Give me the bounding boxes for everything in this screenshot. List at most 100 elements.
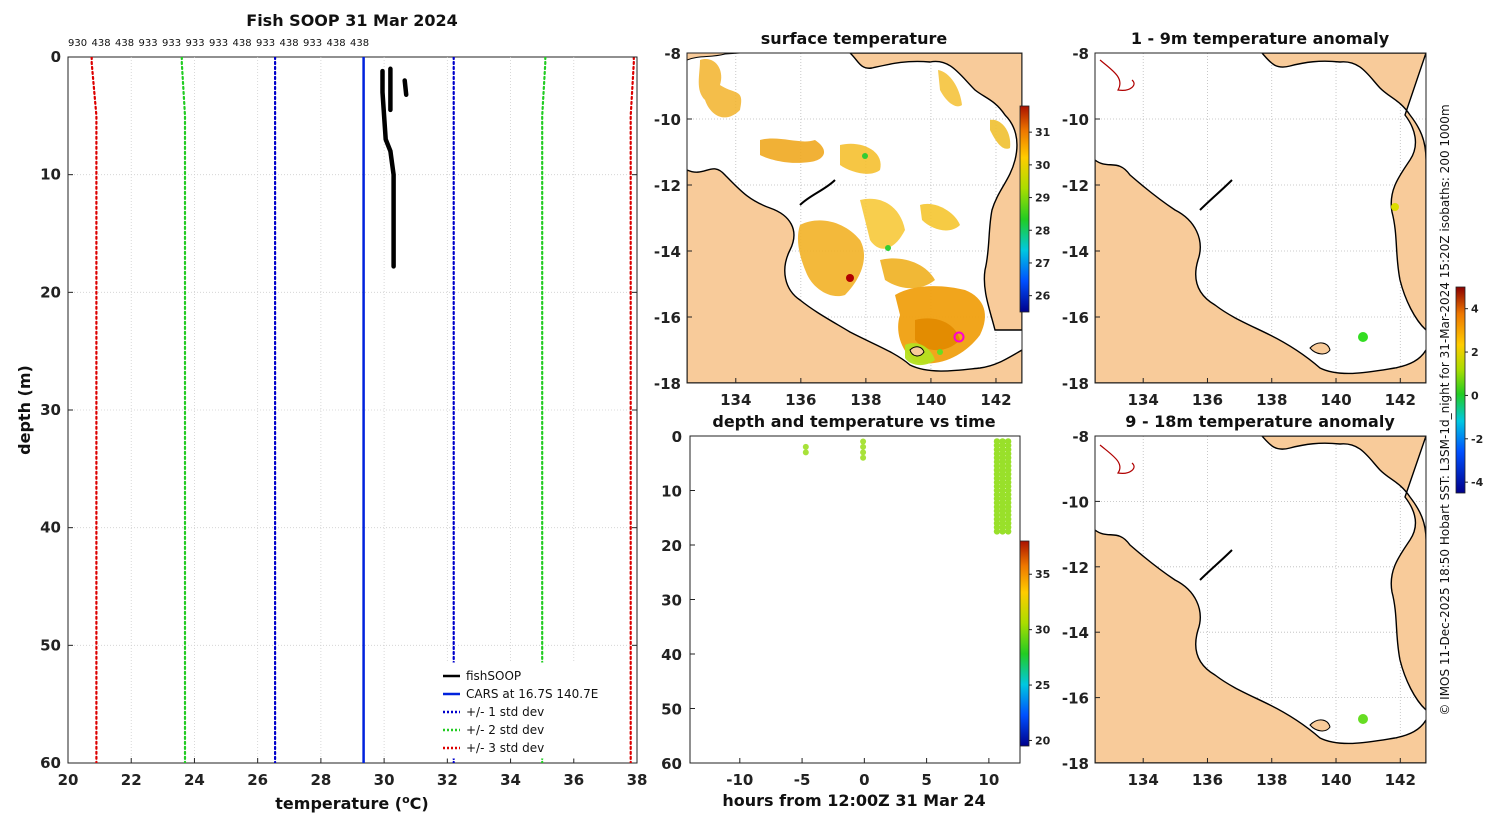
- colorbar-tick: 29: [1035, 192, 1050, 205]
- colorbar-tick: 2: [1471, 346, 1479, 359]
- depth-time-y-tick: 60: [661, 755, 682, 773]
- depth-time-y-tick: 30: [661, 592, 682, 610]
- profile-y-tick: 50: [40, 636, 61, 654]
- map-y-tick: -10: [1062, 493, 1089, 511]
- legend-label: CARS at 16.7S 140.7E: [466, 687, 598, 701]
- profile-x-tick: 34: [500, 771, 521, 789]
- map-y-tick: -16: [1062, 690, 1089, 708]
- map-x-tick: 136: [1192, 391, 1223, 409]
- map-y-tick: -18: [654, 375, 681, 393]
- map-x-tick: 134: [1128, 771, 1159, 789]
- colorbar-tick: 27: [1035, 257, 1050, 270]
- profile-top-label: 438: [327, 38, 346, 49]
- credit-text: © IMOS 11-Dec-2025 18:50 Hobart SST: L3S…: [1438, 104, 1452, 715]
- profile-x-axis-label: temperature (oC): [275, 793, 428, 813]
- depth-time-point: [860, 454, 867, 461]
- profile-x-tick: 26: [247, 771, 268, 789]
- profile-y-tick: 10: [40, 166, 61, 184]
- anomaly-colorbar: [1455, 286, 1466, 494]
- profile-top-label: 930: [68, 38, 87, 49]
- colorbar-tick: 35: [1035, 568, 1050, 581]
- anomaly1-point-profile: [1358, 332, 1368, 342]
- profile-location-marker: [953, 331, 965, 343]
- depth-time-y-tick: 20: [661, 537, 682, 555]
- map-x-tick: 138: [850, 391, 881, 409]
- surface-coast-islands: [799, 179, 836, 206]
- profile-x-tick: 36: [563, 771, 584, 789]
- anomaly1-land-northeast: [1261, 53, 1426, 331]
- colorbar-tick: 25: [1035, 679, 1050, 692]
- sst-pixels: [698, 59, 1011, 366]
- map-x-tick: 134: [720, 391, 751, 409]
- anomaly1-axes-frame: [1094, 52, 1427, 384]
- profile-top-label: 438: [115, 38, 134, 49]
- profile-series--3-std: [629, 57, 635, 763]
- colorbar-tick: 4: [1471, 303, 1479, 316]
- map-y-tick: -8: [664, 45, 681, 63]
- profile-x-tick: 38: [627, 771, 648, 789]
- map-x-tick: 136: [785, 391, 816, 409]
- profile-top-label: 933: [162, 38, 181, 49]
- anomaly-9-18m-title: 9 - 18m temperature anomaly: [1125, 412, 1395, 431]
- depth-time-point: [993, 528, 1001, 535]
- anomaly2-isobath: [1099, 444, 1135, 474]
- legend-label: fishSOOP: [466, 669, 521, 683]
- map-x-tick: 140: [1320, 391, 1351, 409]
- sst-colorbar: [1019, 105, 1030, 313]
- colorbar-tick: -2: [1471, 433, 1483, 446]
- profile-series--2-std: [541, 57, 547, 763]
- profile-x-tick: 30: [374, 771, 395, 789]
- depth-time-x-tick: 0: [859, 771, 869, 789]
- map-y-tick: -8: [1072, 428, 1089, 446]
- map-y-tick: -12: [654, 177, 681, 195]
- map-y-tick: -16: [654, 309, 681, 327]
- profile-y-tick: 30: [40, 401, 61, 419]
- depth-time-point: [860, 443, 867, 450]
- profile-top-labels: 930 438 438 933 933 933 933 438 933 438 933 438 438: [68, 38, 369, 49]
- colorbar-tick: 30: [1035, 159, 1051, 172]
- profile-x-tick: 20: [58, 771, 79, 789]
- surface-temperature-panel: surface temperature: [654, 29, 1051, 409]
- profile-top-label: 933: [256, 38, 275, 49]
- profile-top-label: 438: [92, 38, 111, 49]
- profile-y-tick: 60: [40, 754, 61, 772]
- legend-label: +/- 3 std dev: [466, 741, 544, 755]
- map-y-tick: -14: [1062, 624, 1089, 642]
- colorbar-tick: 20: [1035, 734, 1051, 747]
- legend-label: +/- 2 std dev: [466, 723, 544, 737]
- depth-time-axes-frame: [689, 435, 1021, 764]
- map-y-tick: -14: [1062, 243, 1089, 261]
- colorbar-tick: 31: [1035, 126, 1050, 139]
- map-y-tick: -12: [1062, 177, 1089, 195]
- map-x-tick: 138: [1256, 391, 1287, 409]
- map-y-tick: -18: [1062, 755, 1089, 773]
- map-x-tick: 140: [1320, 771, 1351, 789]
- anomaly-1-9m-title: 1 - 9m temperature anomaly: [1131, 29, 1390, 48]
- profile-y-tick: 20: [40, 283, 61, 301]
- anomaly1-isobath: [1099, 59, 1135, 91]
- profile-x-tick: 22: [121, 771, 142, 789]
- profile-title: Fish SOOP 31 Mar 2024: [246, 11, 457, 30]
- depth-time-y-tick: 50: [661, 701, 682, 719]
- profile-y-axis-label: depth (m): [15, 365, 34, 455]
- map-y-tick: -8: [1072, 45, 1089, 63]
- anomaly-1-9m-panel: 1 - 9m temperature anomaly 134 136 138 140 1…: [1062, 29, 1427, 409]
- profile-x-tick: 32: [437, 771, 458, 789]
- anomaly1-land-south: [1095, 159, 1426, 383]
- map-x-tick: 140: [915, 391, 946, 409]
- surface-temperature-map: [687, 53, 1022, 383]
- anomaly2-land-south: [1095, 529, 1426, 763]
- depth-time-point: [802, 443, 809, 450]
- map-x-tick: 136: [1192, 771, 1223, 789]
- map-y-tick: -10: [1062, 111, 1089, 129]
- map-x-tick: 142: [1385, 771, 1416, 789]
- colorbar-tick: -4: [1471, 476, 1484, 489]
- anomaly2-axes-frame: [1094, 435, 1427, 764]
- profile-y-tick: 0: [51, 48, 61, 66]
- map-y-tick: -12: [1062, 559, 1089, 577]
- profile-top-label: 438: [233, 38, 252, 49]
- profile-top-label: 438: [280, 38, 299, 49]
- depth-time-point: [1004, 528, 1012, 535]
- colorbar-tick: 28: [1035, 224, 1050, 237]
